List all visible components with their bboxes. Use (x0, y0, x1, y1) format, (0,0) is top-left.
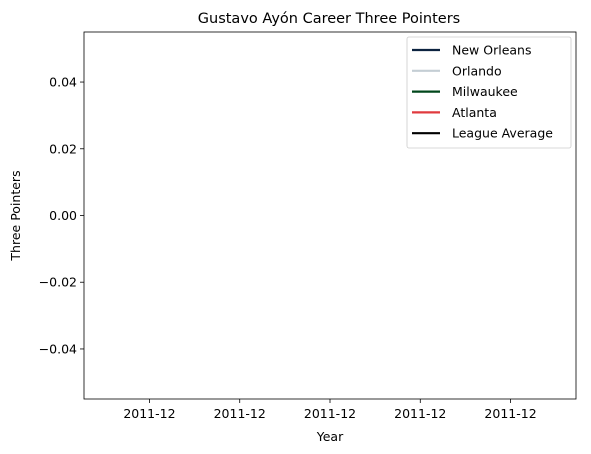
legend-label: Milwaukee (452, 84, 518, 99)
y-tick-label: 0.00 (49, 208, 77, 223)
y-tick-label: 0.02 (49, 141, 77, 156)
legend-items: New Orleans Orlando Milwaukee Atlanta League… (412, 43, 553, 141)
x-tick-label: 2011-12 (484, 406, 536, 421)
x-tick-label: 2011-12 (123, 406, 175, 421)
chart-title: Gustavo Ayón Career Three Pointers (198, 11, 460, 27)
y-axis-ticks: 0.04 0.02 0.00 −0.02 −0.04 (39, 75, 84, 356)
y-tick-label: −0.02 (39, 275, 77, 290)
x-axis-ticks: 2011-12 2011-12 2011-12 2011-12 2011-12 (123, 399, 537, 421)
x-tick-label: 2011-12 (304, 406, 356, 421)
x-axis-label: Year (316, 429, 344, 444)
y-axis-label: Three Pointers (8, 170, 23, 261)
x-tick-label: 2011-12 (214, 406, 266, 421)
x-tick-label: 2011-12 (394, 406, 446, 421)
legend-label: Atlanta (452, 105, 497, 120)
legend: New Orleans Orlando Milwaukee Atlanta League… (406, 36, 572, 149)
y-tick-label: 0.04 (49, 75, 77, 90)
legend-label: League Average (452, 126, 553, 141)
y-tick-label: −0.04 (39, 341, 77, 356)
legend-label: New Orleans (452, 43, 531, 58)
legend-box (406, 36, 572, 149)
legend-label: Orlando (452, 63, 502, 78)
